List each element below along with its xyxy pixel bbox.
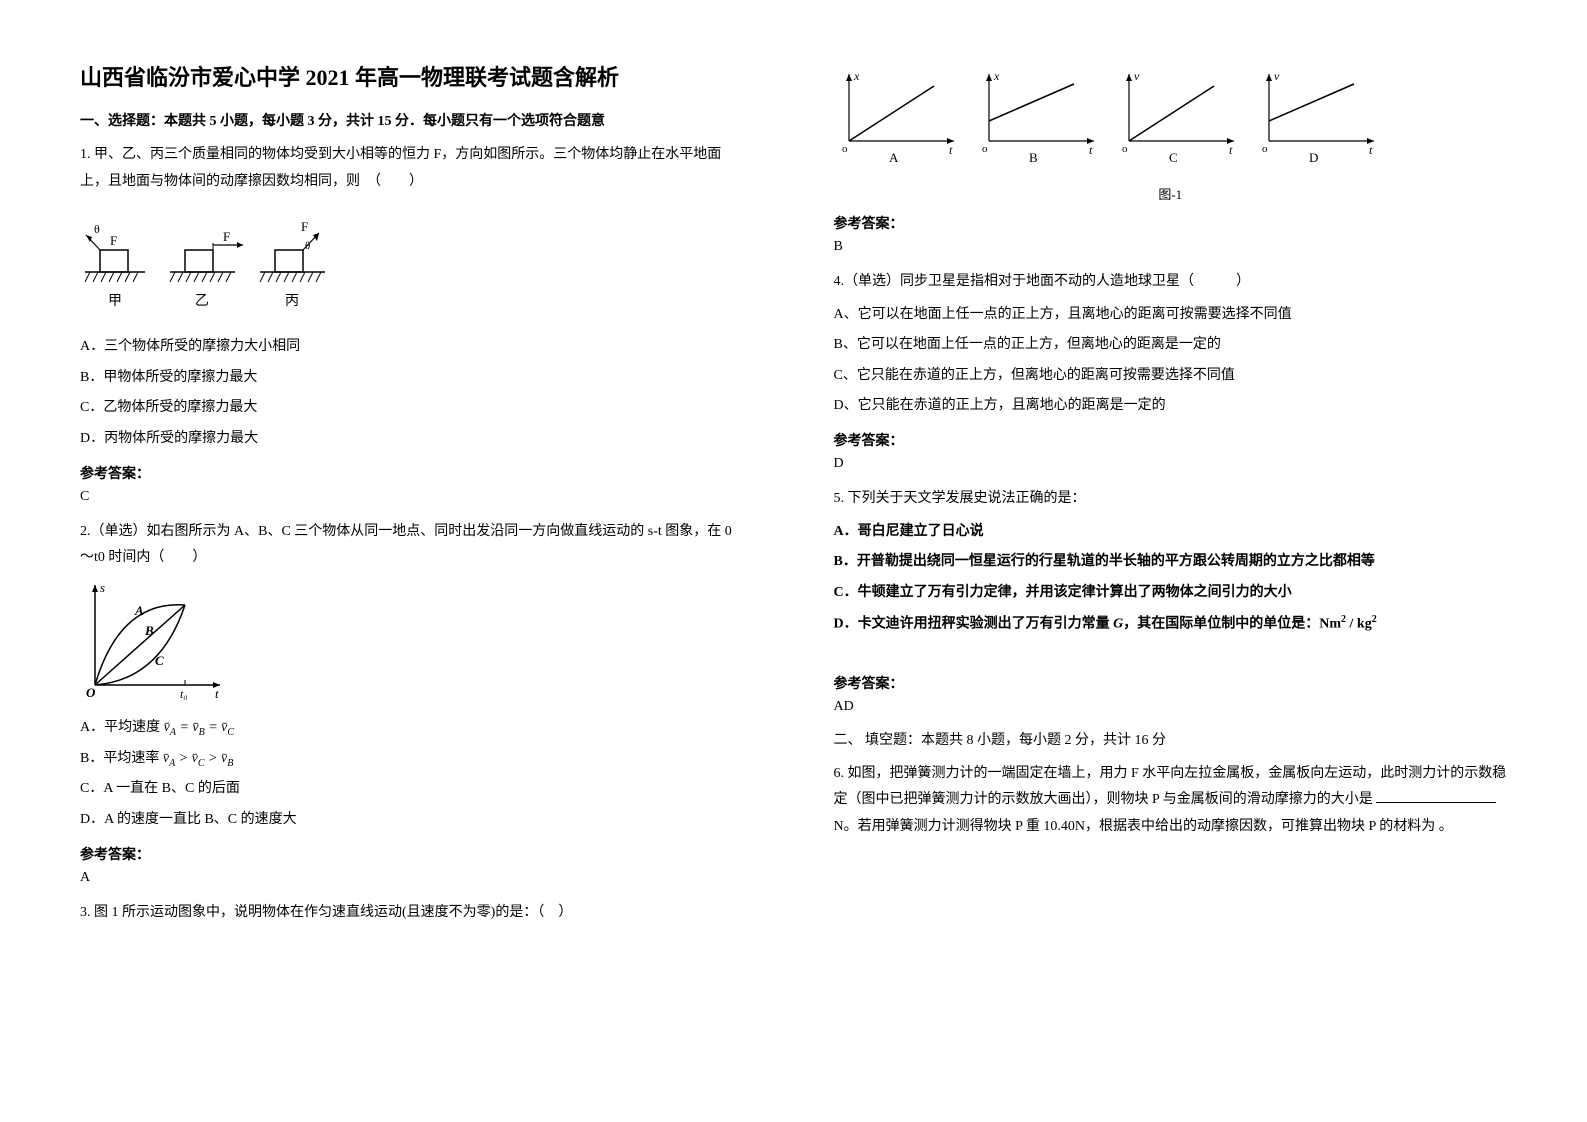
q3-fig-label: 图-1 [834,184,1508,203]
page-title: 山西省临汾市爱心中学 2021 年高一物理联考试题含解析 [80,60,734,92]
q2-optD: D．A 的速度一直比 B、C 的速度大 [80,807,734,834]
svg-text:x: x [853,69,860,83]
q2-ans: A [80,870,734,886]
q1-optC: C．乙物体所受的摩擦力最大 [80,395,734,422]
q5-optD-G: G [1113,617,1123,632]
svg-text:x: x [993,69,1000,83]
left-column: 山西省临汾市爱心中学 2021 年高一物理联考试题含解析 一、选择题：本题共 5… [0,0,794,1122]
q2-optA: A．平均速度 v̄A = v̄B = v̄C [80,715,734,742]
q2-optC: C．A 一直在 B、C 的后面 [80,776,734,803]
q3-label-c: C [1169,150,1178,165]
q5-optA: A．哥白尼建立了日心说 [834,519,1508,546]
q2-graph: s t O t₀ A B C [80,580,734,705]
q2-ans-head: 参考答案： [80,844,734,864]
q6-blank [1376,788,1496,803]
section-2-head: 二、 填空题：本题共 8 小题，每小题 2 分，共计 16 分 [834,729,1508,749]
svg-text:C: C [155,653,164,668]
q1-optD: D．丙物体所受的摩擦力最大 [80,426,734,453]
q5-ans: AD [834,699,1508,715]
q3-svg: x t o A x t o B [834,66,1394,166]
q2-optA-formula: v̄A = v̄B = v̄C [160,720,234,735]
q5-optD: D．卡文迪许用扭秤实验测出了万有引力常量 G，其在国际单位制中的单位是：Nm2 … [834,610,1508,638]
q2-optA-pre: A．平均速度 [80,720,160,735]
svg-text:θ: θ [305,240,310,252]
q2-optB-formula: v̄A > v̄C > v̄B [159,751,233,766]
q3-ans: B [834,239,1508,255]
q4-ans: D [834,456,1508,472]
q1-svg: θ F 甲 F [80,205,340,315]
q4-optA: A、它可以在地面上任一点的正上方，且离地心的距离可按需要选择不同值 [834,302,1508,329]
q1-optA: A．三个物体所受的摩擦力大小相同 [80,334,734,361]
q2-stem: 2.（单选）如右图所示为 A、B、C 三个物体从同一地点、同时出发沿同一方向做直… [80,519,734,572]
q5-optD-end: / kg [1346,617,1372,632]
svg-text:t: t [949,143,953,157]
svg-text:t: t [1369,143,1373,157]
q6-p2: N。若用弹簧测力计测得物块 P 重 10.40N，根据表中给出的动摩擦因数，可推… [834,819,1453,834]
svg-text:t: t [1089,143,1093,157]
svg-text:O: O [86,685,96,700]
q1-label-b: 乙 [195,293,209,309]
q5-ans-head: 参考答案： [834,673,1508,693]
q1-diagram: θ F 甲 F [80,205,734,320]
svg-text:o: o [982,143,988,155]
svg-text:F: F [223,229,230,244]
q4-optC: C、它只能在赤道的正上方，但离地心的距离可按需要选择不同值 [834,363,1508,390]
q1-optB: B．甲物体所受的摩擦力最大 [80,365,734,392]
q5-optB: B．开普勒提出绕同一恒星运行的行星轨道的半长轴的平方跟公转周期的立方之比都相等 [834,549,1508,576]
q3-label-a: A [889,150,899,165]
q3-stem: 3. 图 1 所示运动图象中，说明物体在作匀速直线运动(且速度不为零)的是：（ … [80,900,734,927]
q1-stem: 1. 甲、乙、丙三个质量相同的物体均受到大小相等的恒力 F，方向如图所示。三个物… [80,142,734,195]
q6-text: 6. 如图，把弹簧测力计的一端固定在墙上，用力 F 水平向左拉金属板，金属板向左… [834,761,1508,841]
svg-text:v: v [1274,69,1280,83]
q4-ans-head: 参考答案： [834,430,1508,450]
section-1-head: 一、选择题：本题共 5 小题，每小题 3 分，共计 15 分．每小题只有一个选项… [80,110,734,130]
svg-text:A: A [134,603,144,618]
q3-label-b: B [1029,150,1038,165]
svg-text:o: o [842,143,848,155]
q5-stem: 5. 下列关于天文学发展史说法正确的是： [834,486,1508,513]
q1-label-c: 丙 [285,294,299,309]
q1-label-a: 甲 [108,294,122,309]
svg-text:t₀: t₀ [180,687,188,700]
svg-text:θ: θ [94,222,100,236]
svg-text:v: v [1134,69,1140,83]
q5-optC: C．牛顿建立了万有引力定律，并用该定律计算出了两物体之间引力的大小 [834,580,1508,607]
q5-sup2b: 2 [1372,614,1377,625]
svg-text:t: t [215,686,219,700]
q3-ans-head: 参考答案： [834,213,1508,233]
svg-text:t: t [1229,143,1233,157]
svg-text:s: s [100,580,105,595]
q4-optD: D、它只能在赤道的正上方，且离地心的距离是一定的 [834,393,1508,420]
q3-graphs: x t o A x t o B [834,66,1508,166]
svg-text:B: B [144,623,154,638]
q1-ans: C [80,489,734,505]
svg-text:F: F [110,233,117,248]
q4-stem: 4.（单选）同步卫星是指相对于地面不动的人造地球卫星（ ） [834,269,1508,296]
svg-text:o: o [1122,143,1128,155]
q5-optD-mid: ，其在国际单位制中的单位是：Nm [1123,617,1341,632]
q2-optB-pre: B．平均速率 [80,751,159,766]
q4-optB: B、它可以在地面上任一点的正上方，但离地心的距离是一定的 [834,332,1508,359]
right-column: x t o A x t o B [794,0,1587,1122]
svg-text:o: o [1262,143,1268,155]
q5-optD-pre: D．卡文迪许用扭秤实验测出了万有引力常量 [834,617,1114,632]
svg-text:F: F [301,219,308,234]
q3-label-d: D [1309,150,1318,165]
q2-optB: B．平均速率 v̄A > v̄C > v̄B [80,746,734,773]
q1-ans-head: 参考答案： [80,463,734,483]
q2-svg: s t O t₀ A B C [80,580,230,700]
